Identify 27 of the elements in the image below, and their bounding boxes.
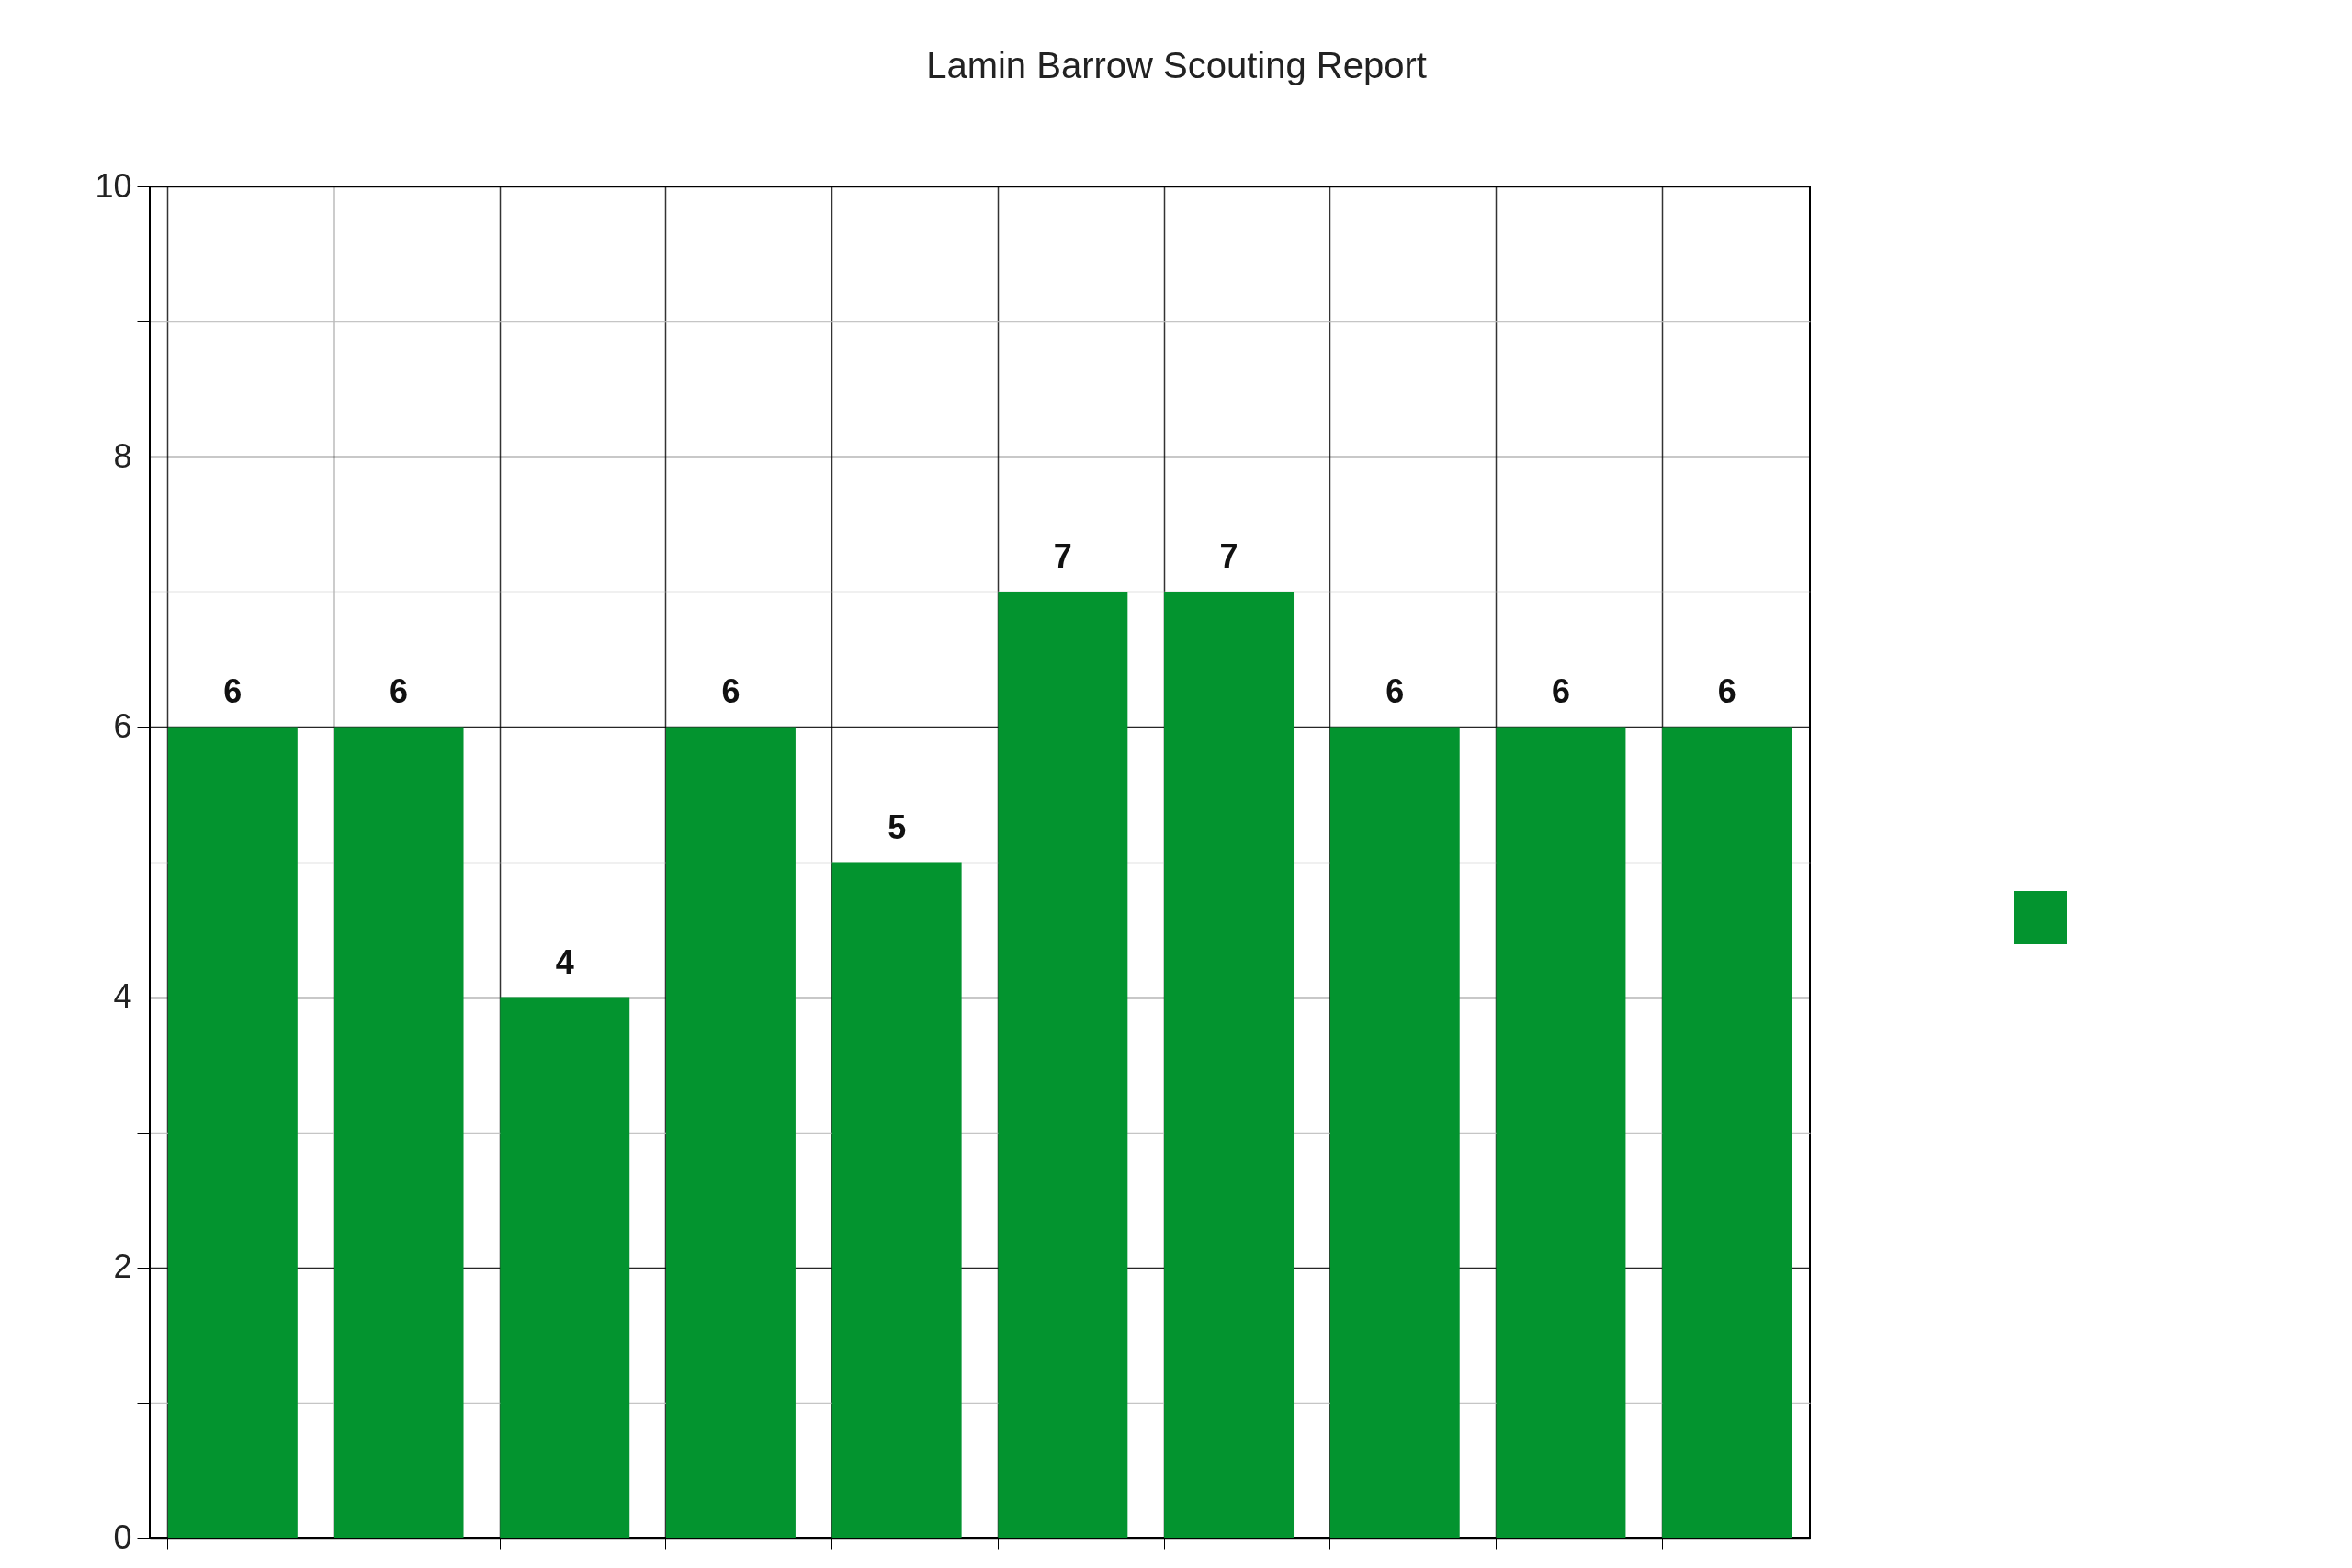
y-tick-label: 10 (95, 166, 132, 205)
bar (1496, 727, 1626, 1538)
y-tick-label: 2 (113, 1247, 132, 1286)
data-label: 6 (390, 672, 409, 711)
data-label: 7 (1053, 537, 1072, 576)
bar (1164, 592, 1295, 1538)
bar (665, 727, 796, 1538)
y-tick-label: 8 (113, 436, 132, 475)
y-tick-label: 4 (113, 977, 132, 1016)
data-label: 4 (555, 942, 574, 981)
bar (500, 997, 630, 1538)
data-label: 6 (223, 672, 243, 711)
bar (334, 727, 464, 1538)
bar (1662, 727, 1792, 1538)
bar (998, 592, 1128, 1538)
bar (831, 862, 962, 1538)
data-label: 6 (1717, 672, 1736, 711)
chart-title: Lamin Barrow Scouting Report (926, 45, 1427, 85)
bar (167, 727, 298, 1538)
data-label: 6 (1551, 672, 1570, 711)
y-tick-label: 0 (113, 1517, 132, 1556)
data-label: 6 (1385, 672, 1405, 711)
data-label: 6 (721, 672, 741, 711)
y-tick-label: 6 (113, 706, 132, 745)
bar (1329, 727, 1460, 1538)
data-label: 5 (888, 807, 907, 846)
data-label: 7 (1219, 537, 1238, 576)
